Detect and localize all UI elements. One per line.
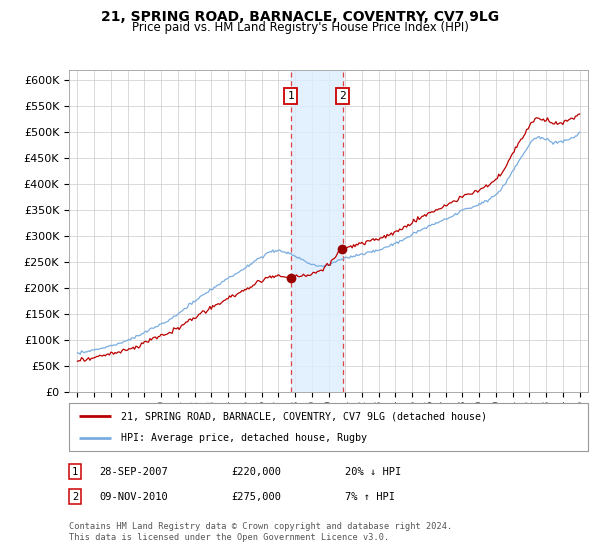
Text: £220,000: £220,000	[231, 466, 281, 477]
Text: £275,000: £275,000	[231, 492, 281, 502]
Text: 1: 1	[287, 91, 294, 101]
Text: HPI: Average price, detached house, Rugby: HPI: Average price, detached house, Rugb…	[121, 433, 367, 443]
Text: 2: 2	[72, 492, 78, 502]
Text: Price paid vs. HM Land Registry's House Price Index (HPI): Price paid vs. HM Land Registry's House …	[131, 21, 469, 34]
Text: 20% ↓ HPI: 20% ↓ HPI	[345, 466, 401, 477]
Text: 1: 1	[72, 466, 78, 477]
Bar	[291, 70, 343, 392]
Text: 7% ↑ HPI: 7% ↑ HPI	[345, 492, 395, 502]
FancyBboxPatch shape	[69, 403, 588, 451]
Text: 21, SPRING ROAD, BARNACLE, COVENTRY, CV7 9LG: 21, SPRING ROAD, BARNACLE, COVENTRY, CV7…	[101, 10, 499, 24]
Text: Contains HM Land Registry data © Crown copyright and database right 2024.: Contains HM Land Registry data © Crown c…	[69, 522, 452, 531]
Text: 09-NOV-2010: 09-NOV-2010	[99, 492, 168, 502]
Text: This data is licensed under the Open Government Licence v3.0.: This data is licensed under the Open Gov…	[69, 533, 389, 542]
Text: 21, SPRING ROAD, BARNACLE, COVENTRY, CV7 9LG (detached house): 21, SPRING ROAD, BARNACLE, COVENTRY, CV7…	[121, 411, 487, 421]
Text: 2: 2	[340, 91, 346, 101]
Text: 28-SEP-2007: 28-SEP-2007	[99, 466, 168, 477]
